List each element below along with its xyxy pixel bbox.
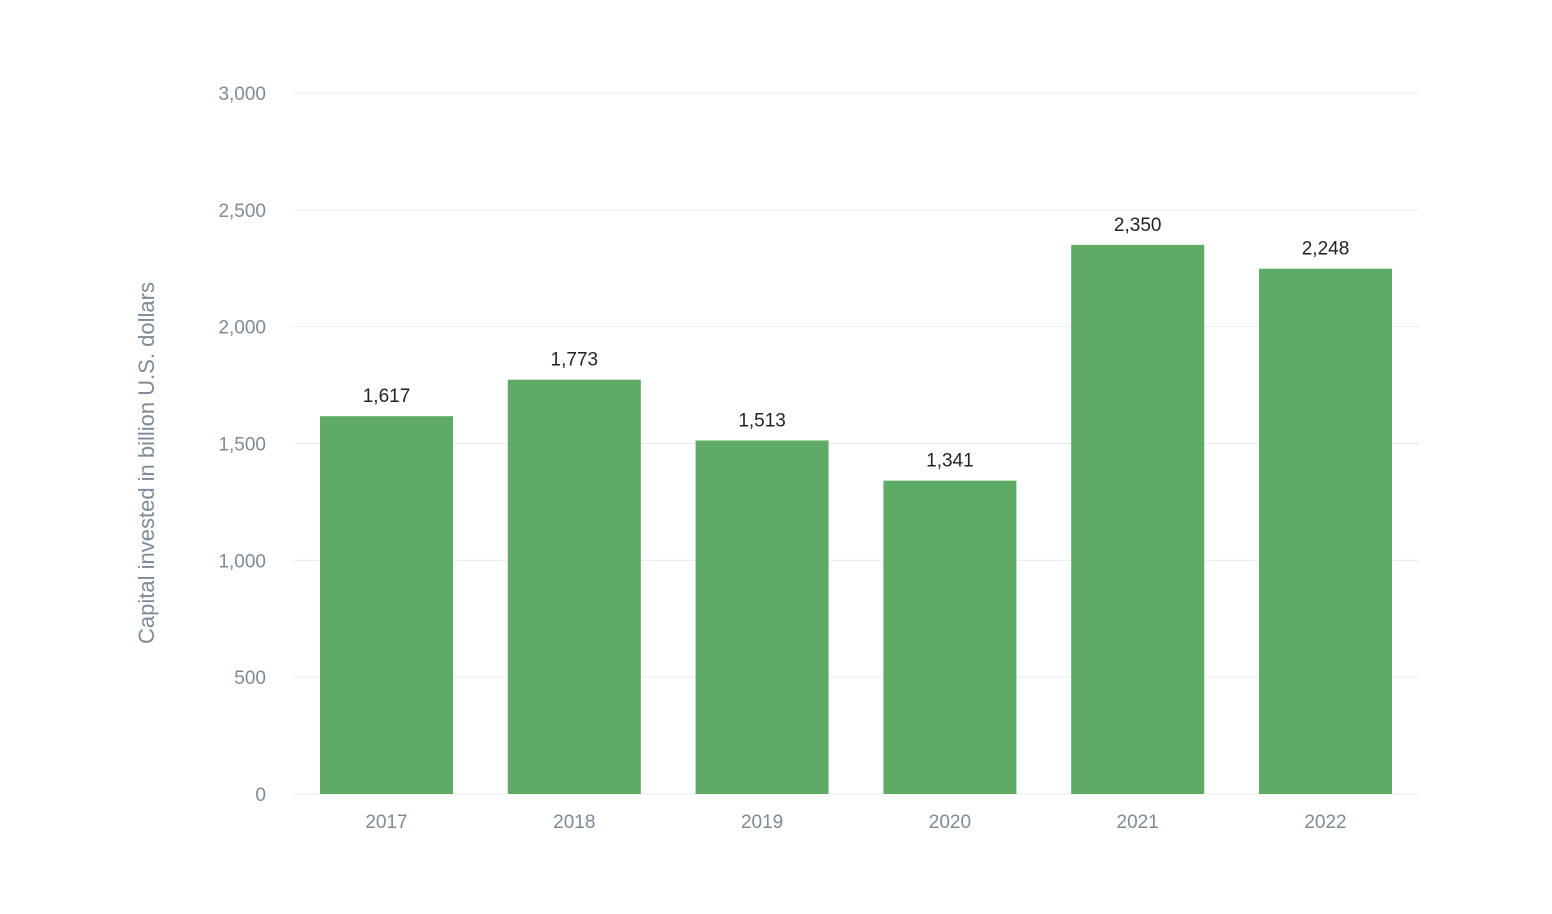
y-tick-label: 3,000 [218,84,266,105]
data-label-2022: 2,248 [1302,239,1350,260]
x-tick-label: 2018 [553,812,595,833]
data-label-2018: 1,773 [551,350,599,371]
y-tick-label: 0 [255,785,266,806]
data-label-2021: 2,350 [1114,215,1162,236]
y-tick-label: 2,000 [218,318,266,339]
bar-2018[interactable] [507,379,641,794]
x-tick-label: 2017 [365,812,407,833]
data-labels: 1,617 1,773 1,513 1,341 2,350 2,248 [363,215,1350,472]
x-axis-ticks: 2017 2018 2019 2020 2021 2022 [365,812,1346,833]
y-axis-ticks: 0 500 1,000 1,500 2,000 2,500 3,000 [218,84,266,806]
y-tick-label: 1,500 [218,435,266,456]
y-tick-label: 1,000 [218,551,266,572]
data-label-2017: 1,617 [363,386,411,407]
x-tick-label: 2021 [1117,812,1159,833]
bar-2022[interactable] [1259,268,1392,794]
bar-2020[interactable] [883,480,1017,794]
x-tick-label: 2020 [929,812,971,833]
bars [320,244,1392,795]
bar-2021[interactable] [1071,244,1205,795]
data-label-2020: 1,341 [926,451,974,472]
x-tick-label: 2022 [1304,812,1346,833]
y-axis-title: Capital invested in billion U.S. dollars [134,282,159,644]
y-tick-label: 2,500 [218,201,266,222]
gridlines [293,92,1420,795]
data-label-2019: 1,513 [738,410,786,431]
bar-2017[interactable] [320,416,453,794]
bar-2019[interactable] [695,440,829,794]
y-tick-label: 500 [234,668,266,689]
x-tick-label: 2019 [741,812,783,833]
